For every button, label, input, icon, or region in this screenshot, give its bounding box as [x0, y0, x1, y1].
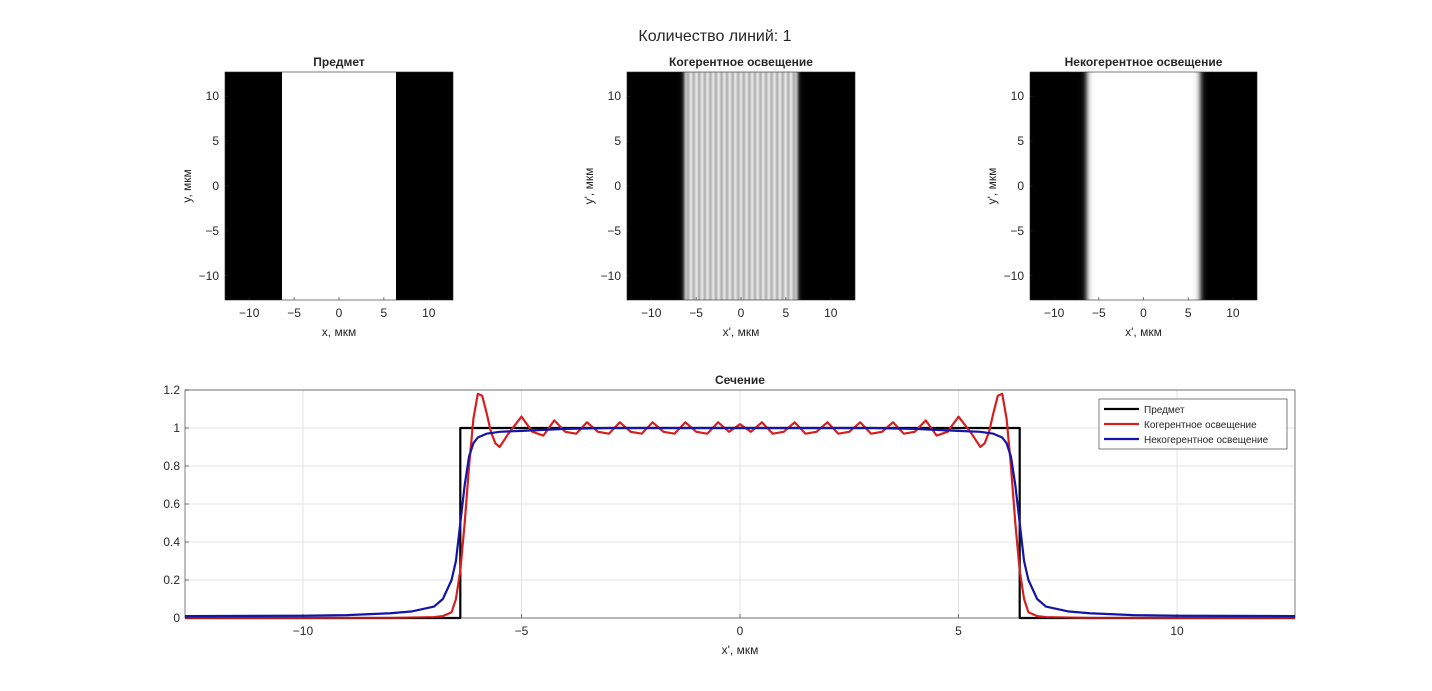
- y-tick-label: 10: [206, 89, 220, 103]
- x-axis-label: x', мкм: [1125, 325, 1162, 339]
- y-tick-label: 1.2: [163, 383, 180, 397]
- x-tick-label: 10: [824, 306, 838, 320]
- x-axis-label: x, мкм: [322, 325, 356, 339]
- x-tick-label: −10: [239, 306, 260, 320]
- y-tick-label: −5: [205, 224, 219, 238]
- y-tick-label: 5: [614, 134, 621, 148]
- y-tick-label: 10: [1011, 89, 1025, 103]
- y-axis-label: y', мкм: [985, 168, 999, 205]
- image-panel-3: Некогерентное освещение −10 −5 0 5 10 −10 −5 0 5 1…: [985, 55, 1258, 339]
- x-tick-label: 0: [336, 306, 343, 320]
- x-tick-label: 5: [783, 306, 790, 320]
- legend-label: Предмет: [1144, 405, 1185, 416]
- x-tick-label: 0: [737, 624, 744, 638]
- x-tick-label: 0: [738, 306, 745, 320]
- y-tick-label: −5: [1010, 224, 1024, 238]
- x-tick-label: 5: [381, 306, 388, 320]
- y-tick-label: 0.2: [163, 573, 180, 587]
- legend-label: Некогерентное освещение: [1144, 435, 1269, 446]
- x-tick-label: −10: [641, 306, 662, 320]
- x-tick-label: −5: [689, 306, 703, 320]
- x-tick-label: −5: [515, 624, 529, 638]
- legend: Предмет Когерентное освещение Некогерентно…: [1098, 398, 1288, 450]
- x-tick-label: 5: [955, 624, 962, 638]
- image-panel-1: Предмет −10 −5 0 5 10 −10 −5 0 5 10 x, мкм y, мкм: [180, 55, 454, 339]
- panel-title: Предмет: [313, 55, 365, 69]
- x-tick-label: 10: [422, 306, 436, 320]
- x-tick-label: −5: [1092, 306, 1106, 320]
- section-chart: −10 −5 0 5 10 0 0.2 0.4 0.6 0.8 1 1.2 Сечение x', мкм…: [163, 373, 1296, 657]
- x-tick-label: −10: [293, 624, 314, 638]
- y-tick-label: −10: [199, 269, 220, 283]
- x-tick-label: 10: [1226, 306, 1240, 320]
- y-tick-label: 1: [173, 421, 180, 435]
- y-tick-label: −10: [1004, 269, 1025, 283]
- image-area: [1030, 72, 1257, 300]
- figure-title: Количество линий: 1: [638, 28, 791, 45]
- panel-title: Когерентное освещение: [669, 55, 813, 69]
- y-tick-label: 0.8: [163, 459, 180, 473]
- x-axis-label: x', мкм: [722, 643, 759, 657]
- series-line-3: [185, 426, 1295, 618]
- series-line-2: [185, 392, 1295, 620]
- y-tick-label: 0: [212, 179, 219, 193]
- image-panel-2: Когерентное освещение −10 −5 0 5 10 −10 −5 0 5 10 x…: [582, 55, 856, 339]
- y-tick-label: 10: [608, 89, 622, 103]
- y-tick-label: 0: [173, 611, 180, 625]
- y-tick-label: −5: [607, 224, 621, 238]
- x-tick-label: −5: [287, 306, 301, 320]
- y-tick-label: 5: [1017, 134, 1024, 148]
- image-area: [225, 72, 453, 300]
- x-axis-label: x', мкм: [723, 325, 760, 339]
- y-axis-label: y', мкм: [582, 168, 596, 205]
- image-area: [627, 72, 855, 300]
- y-tick-label: 5: [212, 134, 219, 148]
- y-axis-label: y, мкм: [180, 169, 194, 203]
- x-tick-label: 5: [1185, 306, 1192, 320]
- y-tick-label: 0.4: [163, 535, 180, 549]
- chart-title: Сечение: [715, 373, 765, 387]
- y-tick-label: 0: [1017, 179, 1024, 193]
- y-tick-label: 0.6: [163, 497, 180, 511]
- legend-label: Когерентное освещение: [1144, 420, 1257, 431]
- panel-title: Некогерентное освещение: [1065, 55, 1223, 69]
- x-tick-label: 10: [1170, 624, 1184, 638]
- y-tick-label: −10: [601, 269, 622, 283]
- x-tick-label: 0: [1140, 306, 1147, 320]
- y-tick-label: 0: [614, 179, 621, 193]
- x-tick-label: −10: [1044, 306, 1065, 320]
